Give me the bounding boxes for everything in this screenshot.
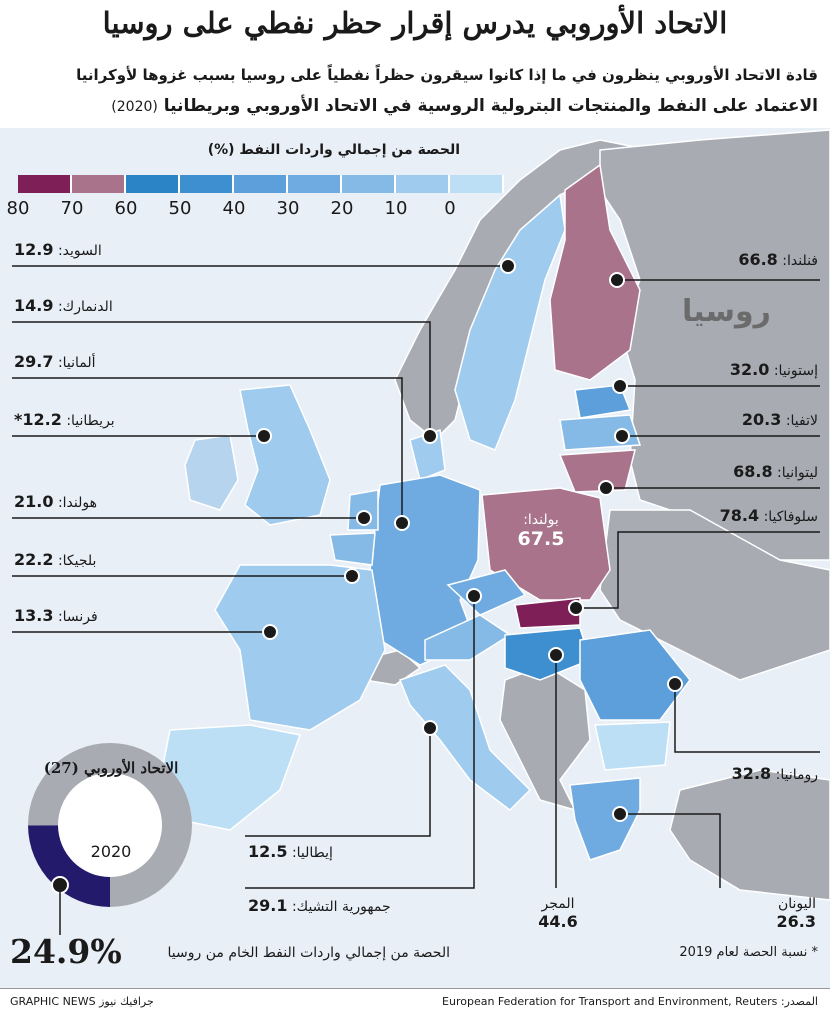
legend-swatch (72, 175, 126, 193)
label-france: فرنسا: 13.3 (14, 606, 98, 625)
donut-year: 2020 (90, 842, 132, 861)
map-area (0, 128, 830, 988)
marker-britain (256, 428, 272, 444)
marker-finland (609, 272, 625, 288)
legend-tick: 10 (384, 198, 408, 219)
country-markers (256, 258, 683, 822)
legend-swatch (180, 175, 234, 193)
donut-label: الاتحاد الأوروبي (27) (43, 759, 179, 777)
marker-france (262, 624, 278, 640)
marker-hungary (548, 647, 564, 663)
region-france (214, 564, 386, 731)
label-latvia: لاتفيا: 20.3 (741, 410, 818, 429)
region-balkans (499, 664, 591, 812)
marker-sweden (500, 258, 516, 274)
leader-lines (12, 265, 820, 889)
map-heading: الاعتماد على النفط والمنتجات البترولية ا… (12, 96, 818, 116)
heading-text: الاعتماد على النفط والمنتجات البترولية ا… (163, 96, 818, 116)
label-romania: رومانيا: 32.8 (731, 764, 818, 783)
label-poland: بولندا: 67.5 (517, 512, 565, 550)
marker-romania (667, 676, 683, 692)
label-belgium: بلجيكا: 22.2 (14, 550, 97, 569)
region-belgium (329, 532, 376, 566)
legend-color-scale (18, 175, 504, 193)
legend-ticks: 80 70 60 50 40 30 20 10 0 (0, 198, 470, 222)
donut-rest-segment (28, 742, 192, 907)
footnote: * نسبة الحصة لعام 2019 (679, 945, 818, 960)
marker-lithuania (598, 480, 614, 496)
region-bulgaria (594, 721, 671, 771)
marker-czech (466, 588, 482, 604)
legend-swatch (342, 175, 396, 193)
legend-title: الحصة من إجمالي واردات النفط (%) (207, 142, 460, 158)
label-czech: جمهورية التشيك: 29.1 (248, 896, 391, 915)
region-russia (599, 129, 830, 561)
legend-swatch (234, 175, 288, 193)
marker-denmark (422, 428, 438, 444)
legend-tick: 30 (276, 198, 300, 219)
label-finland: فنلندا: 66.8 (738, 250, 818, 269)
label-lithuania: ليتوانيا: 68.8 (733, 462, 818, 481)
region-greece (569, 777, 641, 861)
legend-tick: 60 (114, 198, 138, 219)
legend-tick: 50 (168, 198, 192, 219)
europe-map (12, 129, 830, 935)
region-austria (424, 614, 512, 661)
marker-estonia (612, 378, 628, 394)
legend-swatch (396, 175, 450, 193)
russia-label: روسيا (682, 294, 771, 329)
marker-italy (422, 720, 438, 736)
donut-share-segment (28, 825, 111, 907)
region-estonia (574, 384, 632, 419)
marker-belgium (344, 568, 360, 584)
region-romania (579, 629, 691, 721)
marker-netherlands (356, 510, 372, 526)
region-hungary (504, 627, 591, 681)
label-britain: بريطانيا: 12.2* (14, 410, 115, 429)
marker-slovakia (568, 600, 584, 616)
legend-swatch (450, 175, 504, 193)
label-slovakia: سلوفاكيا: 78.4 (719, 506, 818, 525)
region-slovakia (514, 597, 581, 629)
label-netherlands: هولندا: 21.0 (14, 492, 97, 511)
page-title: الاتحاد الأوروبي يدرس إقرار حظر نفطي على… (102, 6, 728, 40)
region-ireland (184, 434, 239, 511)
legend-tick: 80 (6, 198, 30, 219)
legend-tick: 70 (60, 198, 84, 219)
label-estonia: إستونيا: 32.0 (729, 360, 818, 379)
legend-swatch (18, 175, 72, 193)
label-greece: اليونان 26.3 (776, 896, 816, 931)
label-hungary: المجر 44.6 (538, 896, 578, 931)
marker-germany (394, 515, 410, 531)
footer: GRAPHIC NEWS جرافيك نيوز المصدر: Europea… (0, 988, 830, 1013)
legend-tick: 40 (222, 198, 246, 219)
source: المصدر: European Federation for Transpor… (442, 995, 818, 1008)
heading-year: (2020) (111, 99, 158, 115)
legend-tick: 0 (444, 198, 456, 219)
legend-swatch (126, 175, 180, 193)
region-czech (446, 569, 527, 616)
region-lithuania (558, 449, 636, 493)
region-finland (549, 163, 641, 381)
label-denmark: الدنمارك: 14.9 (14, 296, 113, 315)
eu-share-description: الحصة من إجمالي واردات النفط الخام من رو… (167, 945, 450, 961)
region-britain (239, 384, 331, 526)
legend-swatch (288, 175, 342, 193)
region-ukraine (599, 509, 830, 681)
marker-latvia (614, 428, 630, 444)
eu-donut (28, 742, 192, 935)
region-sweden (454, 193, 566, 451)
eu-share-value: 24.9% (10, 932, 122, 971)
marker-greece (612, 806, 628, 822)
label-sweden: السويد: 12.9 (14, 240, 102, 259)
label-germany: ألمانيا: 29.7 (14, 352, 96, 371)
subtitle: قادة الاتحاد الأوروبي ينظرون في ما إذا ك… (76, 66, 818, 84)
region-turkey (669, 769, 830, 901)
credit: GRAPHIC NEWS جرافيك نيوز (10, 995, 154, 1008)
legend-tick: 20 (330, 198, 354, 219)
label-italy: إيطاليا: 12.5 (248, 842, 333, 861)
